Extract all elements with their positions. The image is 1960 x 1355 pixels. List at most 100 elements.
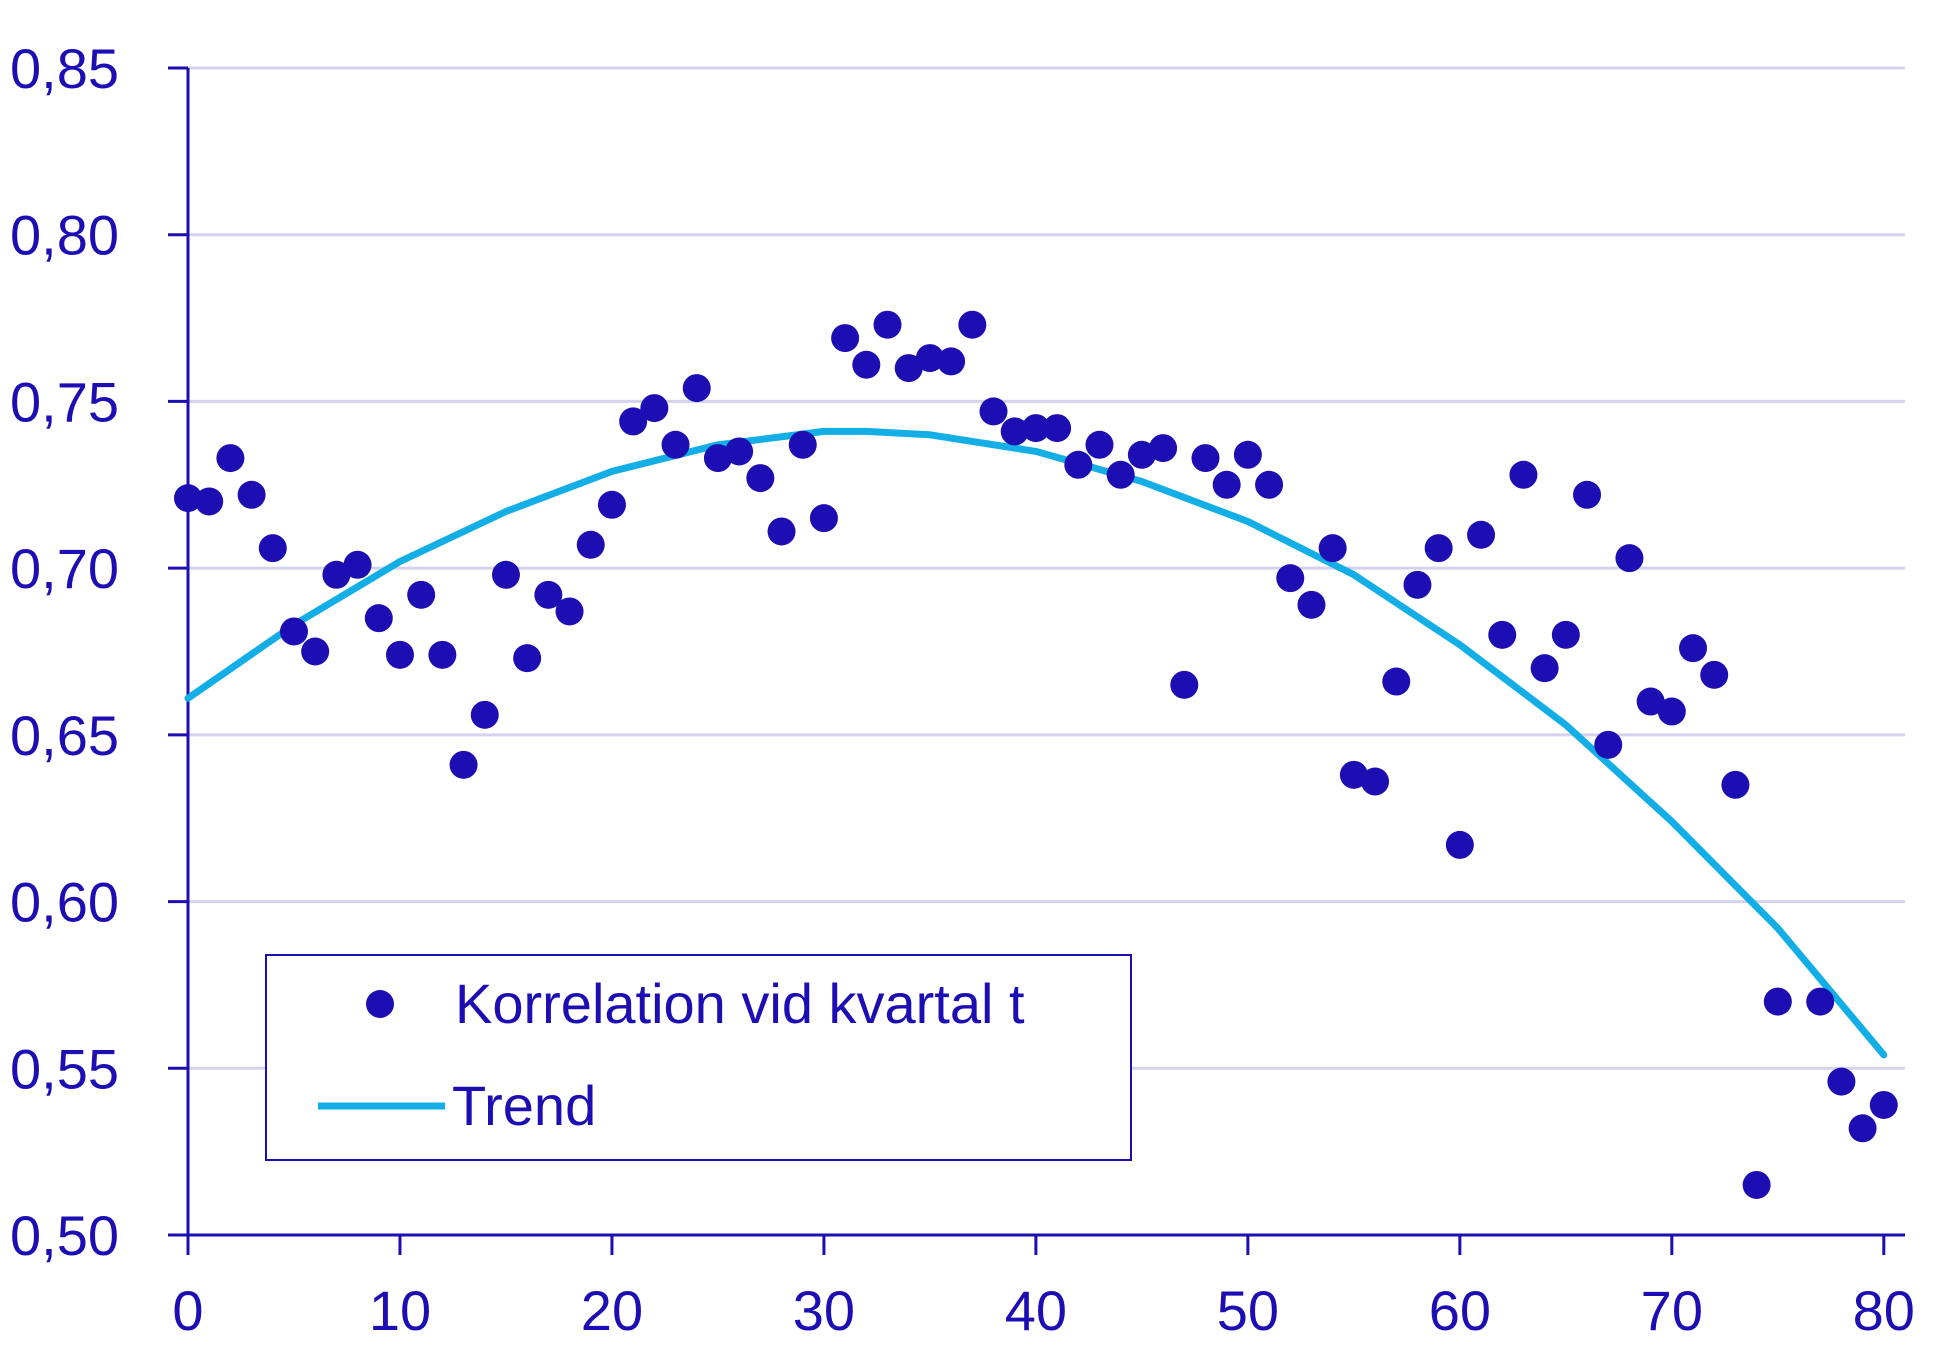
- data-point: [1530, 654, 1559, 683]
- data-point: [703, 444, 732, 473]
- data-point: [1233, 440, 1262, 469]
- data-point: [1615, 544, 1644, 573]
- y-tick-label: 0,55: [10, 1037, 119, 1100]
- data-point: [1806, 987, 1835, 1016]
- data-point: [1657, 697, 1686, 726]
- data-point: [1212, 470, 1241, 499]
- data-point: [1021, 414, 1050, 443]
- data-point: [1848, 1114, 1877, 1143]
- x-tick-label: 40: [1005, 1279, 1067, 1342]
- legend: Korrelation vid kvartal t Trend: [265, 954, 1132, 1161]
- data-point: [385, 640, 414, 669]
- data-point: [640, 394, 669, 423]
- data-point: [174, 484, 202, 513]
- data-point: [873, 310, 902, 339]
- legend-label-trend: Trend: [452, 1074, 596, 1137]
- data-point: [513, 644, 542, 673]
- data-point: [237, 480, 266, 509]
- data-point: [470, 700, 499, 729]
- data-point: [1679, 634, 1708, 663]
- data-point: [1509, 460, 1538, 489]
- data-point: [1700, 660, 1729, 689]
- data-point: [195, 487, 224, 516]
- data-point: [428, 640, 457, 669]
- data-point: [555, 597, 584, 626]
- data-point: [1361, 767, 1390, 796]
- data-point: [1297, 590, 1326, 619]
- data-point: [1043, 414, 1072, 443]
- data-point: [1170, 670, 1199, 699]
- axes: 0,50 0,55 0,60 0,65 0,70 0,75 0,80 0,85 0 10 20 30 4…: [10, 37, 1915, 1342]
- data-point: [809, 504, 838, 533]
- data-point: [937, 347, 966, 376]
- data-point: [1445, 830, 1474, 859]
- x-tick-label: 10: [369, 1279, 431, 1342]
- data-point: [1594, 730, 1623, 759]
- data-point: [915, 344, 944, 373]
- scatter-series: [174, 310, 1898, 1199]
- data-point: [1149, 434, 1178, 463]
- x-tick-label: 80: [1853, 1279, 1915, 1342]
- trend-line: [184, 427, 1888, 1059]
- data-point: [534, 580, 563, 609]
- data-point: [1742, 1170, 1771, 1199]
- data-point: [1869, 1090, 1898, 1119]
- data-point: [1763, 987, 1792, 1016]
- x-tick-label: 60: [1429, 1279, 1491, 1342]
- data-point: [216, 444, 245, 473]
- data-point: [1551, 620, 1580, 649]
- data-point: [301, 637, 330, 666]
- data-point: [449, 750, 478, 779]
- y-tick-label: 0,65: [10, 704, 119, 767]
- data-point: [746, 464, 775, 493]
- data-point: [1318, 534, 1347, 563]
- data-point: [279, 617, 308, 646]
- data-point: [1467, 520, 1496, 549]
- x-tick-label: 70: [1641, 1279, 1703, 1342]
- data-point: [979, 397, 1008, 426]
- data-point: [725, 437, 754, 466]
- data-point: [1424, 534, 1453, 563]
- data-point: [894, 354, 923, 383]
- data-point: [258, 534, 287, 563]
- data-point: [597, 490, 626, 519]
- x-tick-label: 0: [172, 1279, 203, 1342]
- data-point: [364, 604, 393, 633]
- x-tick-label: 30: [793, 1279, 855, 1342]
- data-point: [1403, 570, 1432, 599]
- y-tick-label: 0,60: [10, 871, 119, 934]
- data-point: [767, 517, 796, 546]
- data-point: [682, 374, 711, 403]
- data-point: [407, 580, 436, 609]
- data-point: [1382, 667, 1411, 696]
- y-tick-label: 0,75: [10, 370, 119, 433]
- data-point: [958, 310, 987, 339]
- data-point: [322, 560, 351, 589]
- legend-marker-points: [366, 990, 394, 1018]
- data-point: [1255, 470, 1284, 499]
- data-point: [576, 530, 605, 559]
- data-point: [1827, 1067, 1856, 1096]
- data-point: [619, 407, 648, 436]
- data-point: [343, 550, 372, 579]
- data-point: [1191, 444, 1220, 473]
- data-point: [1064, 450, 1093, 479]
- data-point: [788, 430, 817, 459]
- data-point: [1488, 620, 1517, 649]
- data-point: [1721, 770, 1750, 799]
- data-point: [1000, 417, 1029, 446]
- data-point: [1127, 440, 1156, 469]
- legend-label-points: Korrelation vid kvartal t: [455, 972, 1025, 1035]
- y-tick-label: 0,80: [10, 204, 119, 267]
- data-point: [831, 324, 860, 353]
- data-point: [1276, 564, 1305, 593]
- y-tick-label: 0,70: [10, 537, 119, 600]
- grid-lines: [188, 66, 1905, 1070]
- data-point: [1085, 430, 1114, 459]
- x-tick-label: 50: [1217, 1279, 1279, 1342]
- data-point: [1106, 460, 1135, 489]
- data-point: [852, 350, 881, 379]
- data-point: [661, 430, 690, 459]
- data-point: [1636, 687, 1665, 716]
